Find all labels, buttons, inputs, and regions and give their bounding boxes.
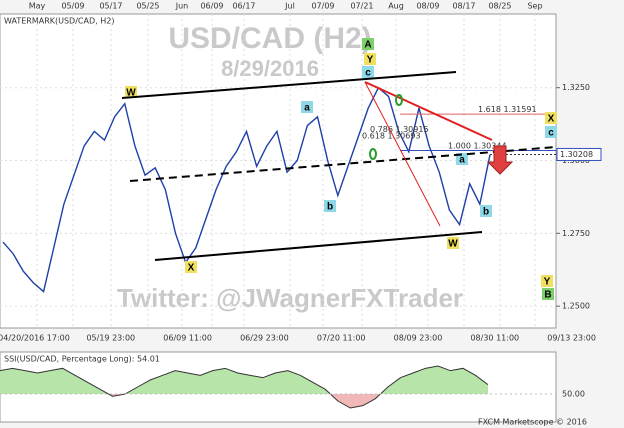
marker — [395, 94, 403, 106]
wave-label-box — [362, 38, 374, 50]
watermark-title: USD/CAD (H2) — [168, 22, 371, 55]
wave-label: b — [483, 207, 489, 218]
fib-label: 0.786 1.30915 — [370, 124, 429, 133]
x-tick-label: 09/13 23:00 — [547, 334, 596, 343]
trend-line — [364, 81, 441, 227]
x-tick-label: 05/19 23:00 — [86, 334, 135, 343]
wave-label-box — [125, 86, 137, 98]
fib-ratio: 0.618 — [362, 131, 385, 140]
wave-label: Y — [367, 55, 374, 66]
wave-label: a — [304, 103, 310, 114]
fib-label: 0.618 1.30693 — [362, 131, 421, 140]
wave-label-box — [480, 205, 492, 217]
top-axis-label: 07/21 — [350, 2, 373, 11]
marker — [369, 148, 377, 160]
wave-label: W — [448, 239, 458, 250]
top-axis-label: Aug — [388, 2, 404, 11]
wave-label: c — [548, 128, 554, 139]
wave-label: X — [548, 114, 555, 125]
wave-label-box — [362, 66, 374, 78]
top-axis-label: 05/25 — [136, 2, 159, 11]
indicator-title: SSI(USD/CAD, Percentage Long): 54.01 — [4, 355, 160, 364]
x-tick-label: 04/20/2016 17:00 — [0, 334, 70, 343]
top-axis-label: 08/09 — [416, 2, 439, 11]
y-tick-label: 1.3250 — [562, 83, 590, 92]
footer: FXCM Marketscope © 2016 — [478, 418, 587, 427]
wave-label-box — [456, 153, 468, 165]
wave-label-box — [185, 261, 197, 273]
wave-label-box — [545, 126, 557, 138]
top-axis-label: 05/09 — [61, 2, 84, 11]
fib-price: 1.31591 — [503, 105, 536, 114]
main-panel — [0, 13, 557, 329]
top-axis-label: 08/25 — [488, 2, 511, 11]
fib-price: 1.30344 — [473, 141, 506, 150]
watermark-twitter: Twitter: @JWagnerFXTrader — [117, 283, 463, 313]
fib-label: 1.000 1.30344 — [448, 141, 507, 150]
top-axis-label: 07/09 — [311, 2, 334, 11]
price-line — [2, 86, 491, 293]
top-axis-label: 05/17 — [99, 2, 122, 11]
last-price-box — [556, 147, 602, 161]
wave-label: W — [126, 88, 136, 99]
x-tick-label: 06/09 11:00 — [163, 334, 212, 343]
ssi-area-positive — [0, 366, 488, 394]
top-axis-label: 08/17 — [452, 2, 475, 11]
fib-price: 1.30915 — [395, 124, 428, 133]
wave-label-box — [545, 112, 557, 124]
fib-ratio: 1.618 — [478, 105, 501, 114]
wave-label: b — [327, 202, 333, 213]
wave-label-box — [541, 275, 553, 287]
header: WATERMARK(USD/CAD, H2) — [4, 17, 114, 26]
x-tick-label: 08/30 11:00 — [470, 334, 519, 343]
wave-label: A — [364, 40, 371, 51]
top-axis-label: Sep — [527, 2, 542, 11]
ssi-area-negative — [0, 394, 488, 408]
wave-label-box — [324, 200, 336, 212]
wave-label-box — [301, 101, 313, 113]
wave-label: a — [459, 155, 465, 166]
wave-label: c — [365, 68, 371, 79]
fib-ratio: 1.000 — [448, 141, 471, 150]
fib-ratio: 0.786 — [370, 124, 393, 133]
down-arrow — [486, 145, 514, 175]
ssi-line — [0, 365, 489, 409]
top-axis-label: May — [29, 2, 46, 11]
wave-label: B — [544, 290, 551, 301]
fib-label: 1.618 1.31591 — [478, 105, 537, 114]
wave-label-box — [364, 53, 376, 65]
wave-label-box — [447, 237, 459, 249]
wave-label: X — [188, 263, 195, 274]
y-tick-label: 1.2500 — [562, 302, 590, 311]
wave-label: Y — [544, 277, 551, 288]
channel-middle — [129, 146, 557, 182]
channel-lower — [154, 231, 483, 261]
x-tick-label: 06/29 23:00 — [240, 334, 289, 343]
top-axis-label: 06/17 — [232, 2, 255, 11]
top-axis-label: Jul — [284, 2, 295, 11]
x-tick-label: 07/20 11:00 — [317, 334, 366, 343]
channel-upper — [121, 71, 457, 99]
y-tick-label: 1.2750 — [562, 229, 590, 238]
x-tick-label: 08/09 23:00 — [394, 334, 443, 343]
top-axis-label: 06/09 — [200, 2, 223, 11]
last-price-label: 1.30208 — [560, 150, 593, 159]
watermark-date: 8/29/2016 — [221, 56, 319, 81]
indicator-tick-label: 50.00 — [562, 390, 585, 399]
wave-label-box — [542, 288, 554, 300]
top-axis-label: Jun — [175, 2, 189, 11]
trend-line — [364, 81, 493, 141]
fib-price: 1.30693 — [387, 131, 420, 140]
